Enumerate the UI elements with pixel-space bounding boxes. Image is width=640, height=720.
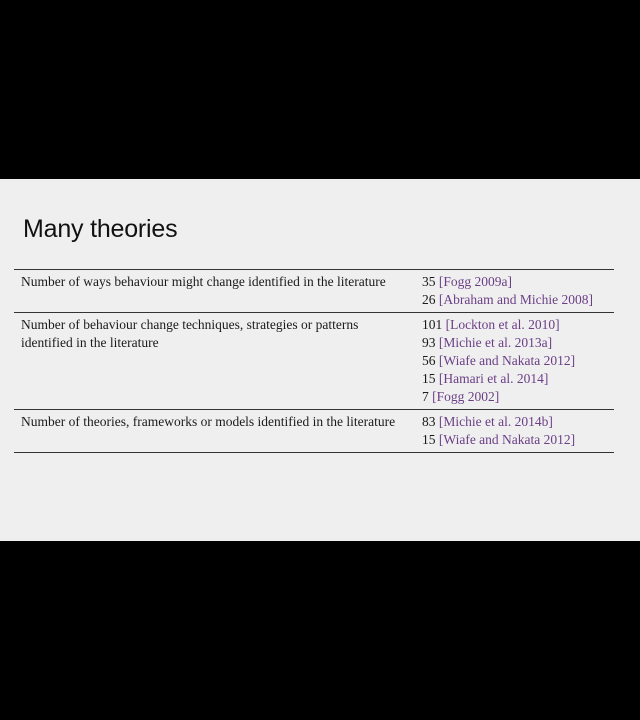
reference-count: 7	[422, 389, 429, 404]
reference-entry: 35 [Fogg 2009a]	[422, 274, 512, 289]
row-description: Number of theories, frameworks or models…	[21, 414, 396, 429]
reference-count: 15	[422, 371, 436, 386]
row-references: 83 [Michie et al. 2014b] 15 [Wiafe and N…	[415, 410, 614, 453]
table-row: Number of ways behaviour might change id…	[14, 269, 614, 313]
reference-count: 56	[422, 353, 436, 368]
reference-count: 26	[422, 292, 436, 307]
reference-entry: 26 [Abraham and Michie 2008]	[422, 292, 593, 307]
citation-link[interactable]: Wiafe and Nakata 2012	[443, 353, 571, 368]
reference-count: 35	[422, 274, 436, 289]
theories-table: Number of ways behaviour might change id…	[14, 269, 614, 453]
citation-link[interactable]: Michie et al. 2013a	[443, 335, 548, 350]
citation-link[interactable]: Hamari et al. 2014	[443, 371, 544, 386]
reference-entry: 7 [Fogg 2002]	[422, 389, 500, 404]
reference-entry: 93 [Michie et al. 2013a]	[422, 335, 553, 350]
row-description: Number of behaviour change techniques, s…	[21, 317, 359, 350]
row-description: Number of ways behaviour might change id…	[21, 274, 386, 289]
reference-count: 15	[422, 432, 436, 447]
reference-count: 101	[422, 317, 443, 332]
reference-entry: 15 [Hamari et al. 2014]	[422, 371, 549, 386]
row-references: 35 [Fogg 2009a] 26 [Abraham and Michie 2…	[415, 270, 614, 313]
table-row: Number of behaviour change techniques, s…	[14, 312, 614, 410]
reference-entry: 83 [Michie et al. 2014b]	[422, 414, 553, 429]
slide-title: Many theories	[23, 215, 178, 243]
citation-link[interactable]: Fogg 2002	[436, 389, 495, 404]
reference-count: 93	[422, 335, 436, 350]
reference-entry: 101 [Lockton et al. 2010]	[422, 317, 560, 332]
slide: Many theories Number of ways behaviour m…	[0, 179, 640, 541]
citation-link[interactable]: Abraham and Michie 2008	[443, 292, 589, 307]
citation-link[interactable]: Lockton et al. 2010	[450, 317, 556, 332]
table-row: Number of theories, frameworks or models…	[14, 409, 614, 453]
reference-entry: 15 [Wiafe and Nakata 2012]	[422, 432, 576, 447]
row-references: 101 [Lockton et al. 2010] 93 [Michie et …	[415, 313, 614, 410]
citation-link[interactable]: Michie et al. 2014b	[443, 414, 549, 429]
citation-link[interactable]: Fogg 2009a	[443, 274, 508, 289]
reference-entry: 56 [Wiafe and Nakata 2012]	[422, 353, 576, 368]
citation-link[interactable]: Wiafe and Nakata 2012	[443, 432, 571, 447]
reference-count: 83	[422, 414, 436, 429]
